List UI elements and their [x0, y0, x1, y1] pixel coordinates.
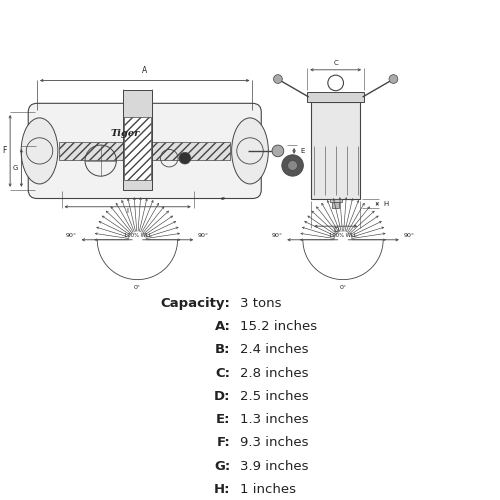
- Text: 1 inches: 1 inches: [240, 483, 296, 496]
- Text: H:: H:: [214, 483, 230, 496]
- Text: C: C: [334, 60, 338, 66]
- Text: 2.8 inches: 2.8 inches: [240, 366, 308, 380]
- Text: E:: E:: [216, 413, 230, 426]
- Text: A: A: [142, 66, 148, 74]
- Circle shape: [272, 145, 284, 156]
- Text: D:: D:: [214, 390, 230, 403]
- Bar: [311, 102, 360, 200]
- Circle shape: [389, 74, 398, 84]
- Bar: [330, 200, 342, 202]
- Text: Tiger: Tiger: [110, 130, 140, 138]
- Text: 90°: 90°: [66, 233, 76, 238]
- Text: 90°: 90°: [198, 233, 209, 238]
- Text: ø: ø: [221, 196, 225, 200]
- Text: E: E: [300, 148, 304, 154]
- Text: B:: B:: [215, 343, 230, 356]
- FancyBboxPatch shape: [28, 104, 262, 198]
- Text: G: G: [13, 165, 18, 171]
- Ellipse shape: [21, 118, 58, 184]
- Text: H: H: [383, 201, 388, 207]
- Text: F: F: [2, 146, 6, 156]
- Bar: [332, 202, 339, 208]
- Bar: [59, 142, 230, 160]
- Text: A:: A:: [214, 320, 230, 333]
- Text: 90°: 90°: [272, 233, 282, 238]
- Text: C:: C:: [216, 366, 230, 380]
- Circle shape: [179, 152, 191, 164]
- Bar: [122, 90, 152, 190]
- Text: 3 tons: 3 tons: [240, 296, 282, 310]
- Text: 90°: 90°: [404, 233, 414, 238]
- Bar: [124, 117, 150, 180]
- Text: 15.2 inches: 15.2 inches: [240, 320, 318, 333]
- Text: G:: G:: [214, 460, 230, 473]
- Circle shape: [282, 155, 304, 176]
- Text: 1.3 inches: 1.3 inches: [240, 413, 309, 426]
- Ellipse shape: [232, 118, 268, 184]
- Text: D: D: [333, 227, 338, 233]
- Text: I: I: [126, 208, 128, 214]
- Text: F:: F:: [216, 436, 230, 450]
- Text: 100% WLL: 100% WLL: [329, 233, 357, 238]
- Bar: [308, 92, 364, 102]
- Text: 0°: 0°: [134, 286, 141, 290]
- Text: 2.5 inches: 2.5 inches: [240, 390, 309, 403]
- Text: 3.9 inches: 3.9 inches: [240, 460, 308, 473]
- Circle shape: [288, 160, 298, 170]
- Text: 100% WLL: 100% WLL: [124, 233, 151, 238]
- Text: 9.3 inches: 9.3 inches: [240, 436, 308, 450]
- Circle shape: [274, 74, 282, 84]
- Text: B: B: [135, 90, 140, 96]
- Text: 2.4 inches: 2.4 inches: [240, 343, 308, 356]
- Text: Capacity:: Capacity:: [160, 296, 230, 310]
- Text: 0°: 0°: [340, 286, 346, 290]
